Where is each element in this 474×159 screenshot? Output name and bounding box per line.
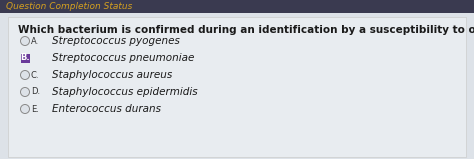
- Text: A.: A.: [31, 37, 39, 45]
- Circle shape: [20, 37, 29, 45]
- Text: Streptococcus pyogenes: Streptococcus pyogenes: [52, 36, 180, 46]
- Text: Which bacterium is confirmed during an identification by a susceptibility to opt: Which bacterium is confirmed during an i…: [18, 25, 474, 35]
- Bar: [21, 53, 30, 62]
- Text: C.: C.: [31, 70, 39, 80]
- Circle shape: [20, 87, 29, 97]
- Circle shape: [20, 104, 29, 114]
- Bar: [8, 17, 466, 157]
- Text: Streptococcus pneumoniae: Streptococcus pneumoniae: [52, 53, 194, 63]
- Circle shape: [20, 70, 29, 80]
- Text: Staphylococcus epidermidis: Staphylococcus epidermidis: [52, 87, 198, 97]
- Bar: [0, 0, 474, 13]
- Text: D.: D.: [31, 87, 40, 97]
- Text: E.: E.: [31, 104, 39, 114]
- Text: Enterococcus durans: Enterococcus durans: [52, 104, 161, 114]
- Text: B.: B.: [21, 53, 30, 62]
- Text: Question Completion Status: Question Completion Status: [6, 2, 132, 11]
- Text: Staphylococcus aureus: Staphylococcus aureus: [52, 70, 172, 80]
